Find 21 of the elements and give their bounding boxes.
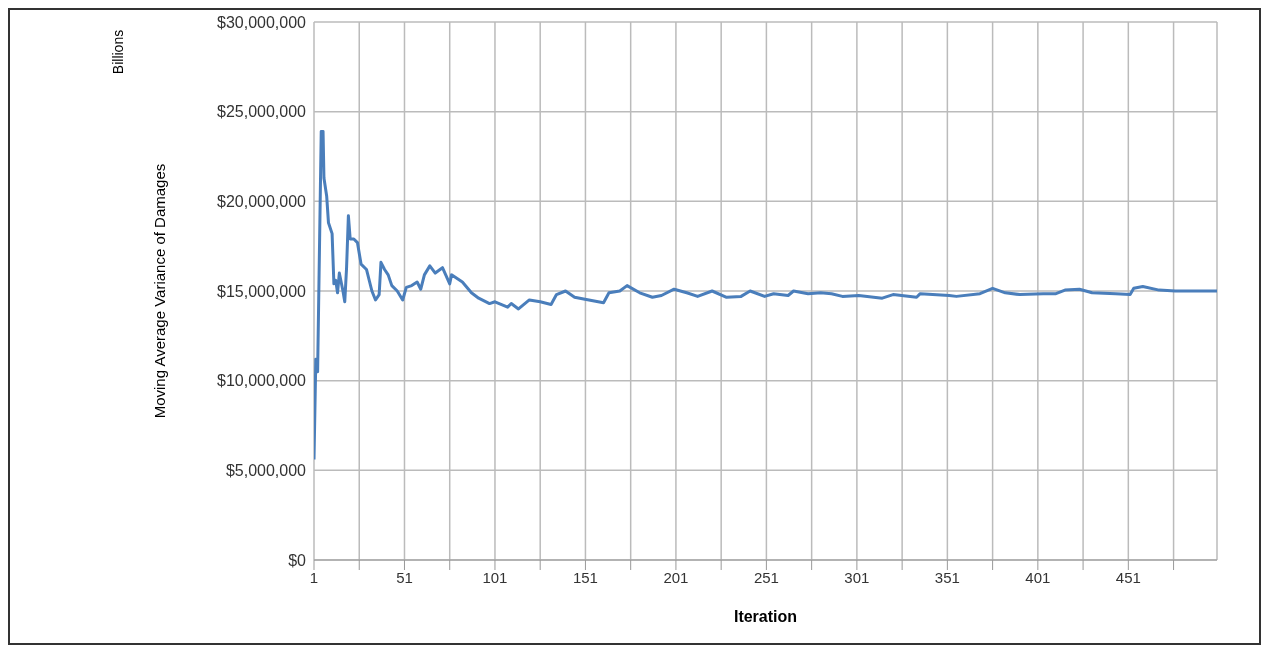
y-axis-title: Moving Average Variance of Damages [151,163,169,419]
x-tick-label: 1 [309,568,319,586]
x-tick-label: 251 [753,568,779,586]
y-tick-label: $25,000,000 [217,103,307,121]
x-tick-label: 351 [934,568,960,586]
text: Billions [110,29,126,75]
x-tick-label: 301 [844,568,870,586]
y-tick-label: $15,000,000 [217,282,307,300]
x-tick-label: 451 [1115,568,1141,586]
line-series [314,129,1217,462]
y-tick-label: $10,000,000 [217,372,307,390]
x-tick-label: 51 [396,568,413,586]
x-tick-label: 101 [482,568,508,586]
x-tick-label: 151 [572,568,598,586]
y-tick-label: $20,000,000 [217,193,307,211]
x-tick-label: 201 [663,568,689,586]
x-axis-title: Iteration [733,608,798,625]
y-tick-label: $30,000,000 [217,13,307,31]
x-tick-label: 401 [1025,568,1051,586]
y-tick-label: $5,000,000 [225,462,307,480]
y-tick-label: $0 [288,551,307,569]
